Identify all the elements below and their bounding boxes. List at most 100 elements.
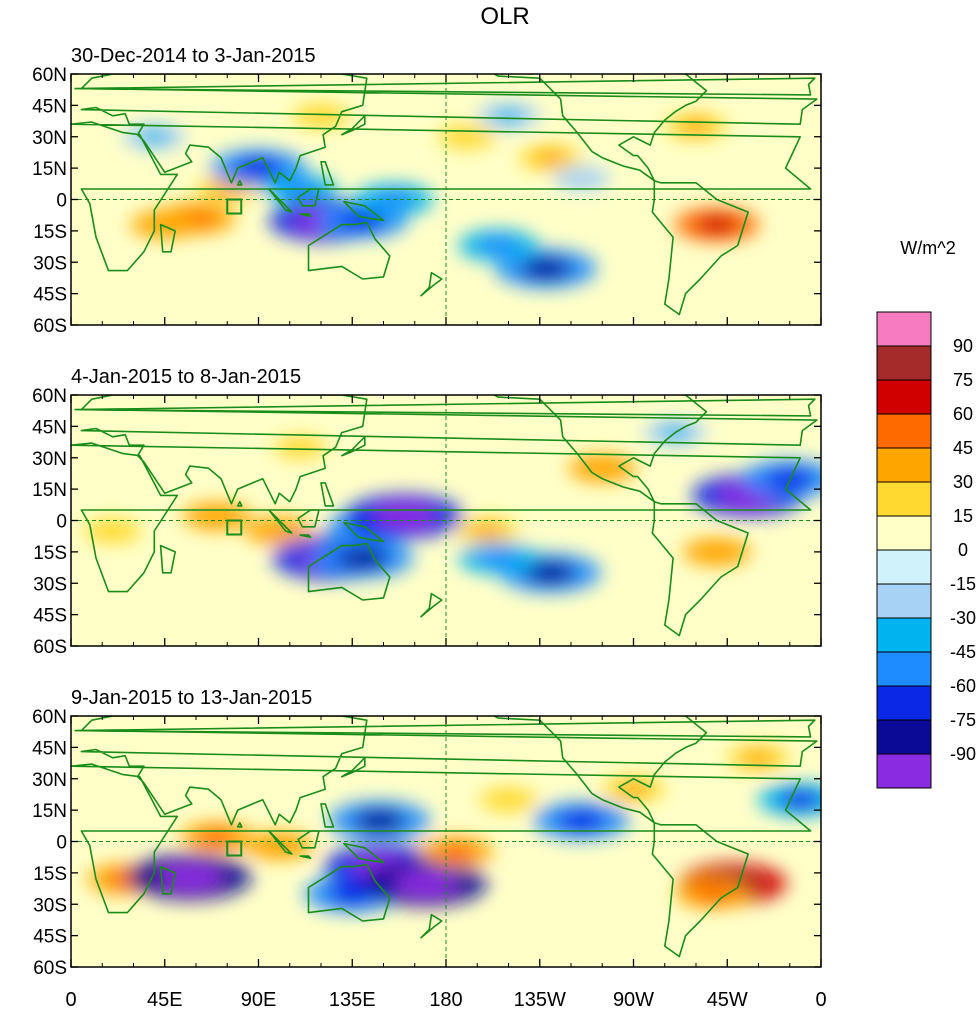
anomaly-core	[478, 549, 519, 568]
coastline	[74, 719, 816, 738]
colorbar-label: -90	[950, 744, 976, 764]
colorbar-swatch	[876, 685, 932, 721]
y-tick-label: 45N	[32, 417, 67, 438]
coastline	[74, 398, 816, 417]
coastline	[159, 544, 176, 574]
index-box	[226, 198, 243, 215]
coastline	[71, 442, 812, 593]
y-tick-label: 30S	[33, 574, 67, 595]
x-tick-label: 135E	[329, 989, 376, 1011]
colorbar-label: 30	[953, 472, 973, 492]
colorbar-swatch	[876, 753, 932, 789]
y-tick-label: 15S	[33, 864, 67, 885]
coastline	[236, 179, 243, 186]
anomaly-core	[524, 561, 576, 584]
coastline	[299, 534, 312, 538]
anomaly-core	[494, 792, 523, 807]
colorbar-swatch	[876, 549, 932, 585]
coastline	[159, 223, 176, 253]
y-tick-label: 45N	[32, 738, 67, 759]
coastline	[420, 913, 443, 939]
colorbar-swatch	[876, 447, 932, 483]
y-tick-label: 15S	[33, 543, 67, 564]
colorbar-swatch	[876, 481, 932, 517]
anomaly-core	[695, 215, 739, 235]
anomaly-layer	[83, 419, 821, 593]
y-tick-label: 30S	[33, 253, 67, 274]
coastline	[268, 509, 293, 534]
x-axis-ticks	[70, 395, 822, 646]
coastline	[297, 188, 320, 207]
anomaly-core	[374, 503, 434, 529]
x-tick-label: 0	[65, 989, 76, 1011]
anomaly-layer	[87, 744, 821, 913]
y-tick-label: 60S	[33, 958, 67, 979]
y-tick-label: 45S	[33, 285, 67, 306]
coastline	[297, 830, 320, 849]
colorbar-swatch	[876, 345, 932, 381]
x-tick-label: 180	[429, 989, 462, 1011]
coastline	[80, 74, 818, 184]
coastline	[343, 842, 385, 864]
coastline	[74, 77, 816, 96]
anomaly-core	[699, 543, 735, 560]
x-tick-label: 90E	[241, 989, 277, 1011]
coastline	[80, 395, 818, 505]
coastline	[307, 221, 391, 280]
anomaly-core	[452, 129, 482, 144]
coastlines	[71, 716, 818, 958]
coastline	[343, 521, 385, 543]
anomaly-core	[158, 864, 221, 890]
coastline	[299, 213, 312, 217]
coastline	[651, 179, 749, 316]
anomaly-core	[138, 129, 171, 145]
x-tick-label: 135W	[514, 989, 566, 1011]
coastline	[320, 161, 335, 186]
colorbar-swatch	[876, 379, 932, 415]
index-box	[226, 840, 243, 857]
x-axis-ticks	[70, 74, 822, 325]
coastline	[341, 757, 366, 778]
coastline	[320, 482, 335, 507]
coastline	[71, 121, 812, 272]
anomaly-core	[492, 108, 525, 124]
anomaly-core	[694, 885, 732, 903]
coastline	[236, 500, 243, 507]
coastline	[80, 716, 818, 826]
anomaly-core	[394, 870, 457, 897]
chart-title: OLR	[480, 3, 529, 30]
colorbar-label: 75	[953, 370, 973, 390]
y-tick-label: 15N	[32, 159, 67, 180]
coastline	[307, 542, 391, 601]
colorbar-swatch	[876, 413, 932, 449]
colorbar-swatch	[876, 617, 932, 653]
colorbar: 90 75 60 45 30 15 0 -15 -30 -45 -60 -75 -90	[876, 311, 976, 789]
coastline	[307, 863, 391, 922]
colorbar-label: 45	[953, 438, 973, 458]
anomaly-core	[585, 460, 620, 477]
map-panels: 30-Dec-2014 to 3-Jan-201560N45N30N15N015…	[32, 45, 826, 1011]
anomaly-core	[98, 524, 128, 538]
coastline	[71, 763, 812, 914]
coastline	[320, 803, 335, 828]
y-tick-label: 45N	[32, 96, 67, 117]
anomaly-core	[337, 547, 389, 570]
y-axis: 60N 45N 30N 15N 0 15S 30S 45S 60S	[32, 707, 821, 979]
panel-label: 4-Jan-2015 to 8-Jan-2015	[71, 366, 301, 388]
index-box	[226, 519, 243, 536]
y-tick-label: 60S	[33, 637, 67, 658]
y-tick-label: 0	[56, 512, 67, 533]
coastline	[420, 592, 443, 618]
y-tick-label: 30S	[33, 895, 67, 916]
colorbar-label: -75	[950, 710, 976, 730]
colorbar-swatch	[876, 583, 932, 619]
x-axis-labels: 0 45E 90E 135E 180 135W 90W 45W 0	[65, 989, 826, 1011]
anomaly-core	[437, 843, 476, 861]
anomaly-core	[742, 750, 775, 766]
y-tick-label: 30N	[32, 449, 67, 470]
map-field	[71, 716, 821, 967]
y-tick-label: 15N	[32, 480, 67, 501]
map-field	[71, 395, 821, 646]
y-tick-label: 30N	[32, 128, 67, 149]
